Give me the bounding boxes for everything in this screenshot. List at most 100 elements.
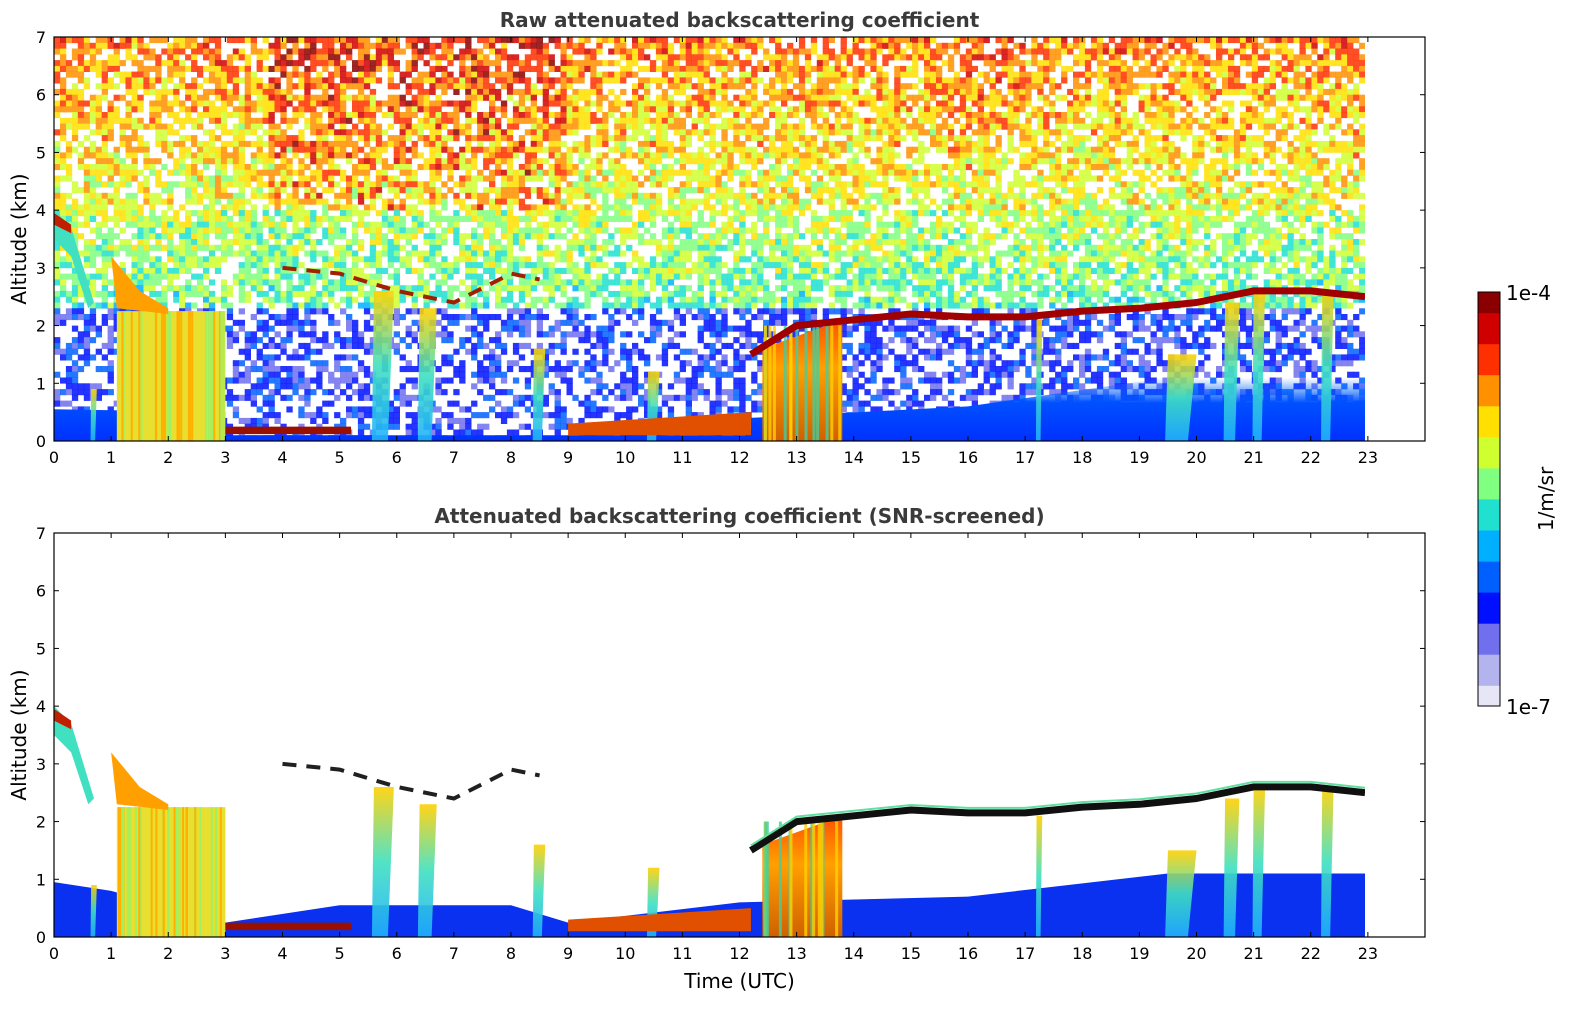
- x-tick-label: 16: [958, 944, 978, 963]
- x-tick-label: 16: [958, 448, 978, 467]
- cloud: [54, 706, 94, 805]
- colorbar-min-label: 1e-7: [1506, 695, 1551, 719]
- rain-streak: [765, 821, 769, 937]
- y-tick-label: 5: [36, 639, 46, 658]
- precip-streak: [128, 807, 131, 937]
- precip-streak: [119, 807, 122, 937]
- colorbar-swatch: [1478, 602, 1500, 614]
- precip-streak: [220, 311, 223, 441]
- x-tick-label: 15: [901, 448, 921, 467]
- colorbar-swatch: [1478, 385, 1500, 396]
- colorbar-swatch: [1478, 436, 1500, 448]
- precip-shaft: [90, 389, 97, 441]
- precip-streak: [162, 807, 165, 937]
- colorbar-swatch: [1478, 447, 1500, 459]
- y-tick-label: 3: [36, 755, 46, 774]
- x-tick-label: 9: [563, 448, 573, 467]
- precip-streak: [189, 311, 192, 441]
- x-tick-label: 3: [220, 944, 230, 963]
- x-tick-label: 0: [49, 448, 59, 467]
- colorbar-swatch: [1478, 643, 1500, 655]
- x-tick-label: 19: [1129, 944, 1149, 963]
- precip-streak: [117, 807, 120, 937]
- colorbar-swatch: [1478, 675, 1500, 686]
- cloud: [111, 752, 169, 811]
- precip-streak: [191, 311, 194, 441]
- y-tick-label: 7: [36, 524, 46, 543]
- colorbar: 1e-4 1e-7 1/m/sr: [1477, 281, 1558, 719]
- low-cloud: [225, 922, 352, 931]
- precip-shaft: [1223, 302, 1240, 441]
- precip-streak: [187, 311, 190, 441]
- chart-title: Attenuated backscattering coefficient (S…: [434, 504, 1044, 528]
- precip-streak: [167, 807, 170, 937]
- rain-streak: [768, 325, 772, 441]
- x-tick-label: 10: [615, 944, 635, 963]
- y-axis-label: Altitude (km): [7, 669, 31, 800]
- colorbar-swatch: [1478, 488, 1500, 500]
- y-tick-label: 1: [36, 374, 46, 393]
- x-tick-label: 21: [1243, 448, 1263, 467]
- colorbar-swatch: [1478, 592, 1500, 603]
- x-tick-label: 11: [672, 448, 692, 467]
- precip-streak: [204, 311, 207, 441]
- colorbar-swatch: [1478, 581, 1500, 593]
- rain-streak: [835, 821, 839, 937]
- x-tick-label: 18: [1072, 944, 1092, 963]
- x-tick-label: 12: [729, 448, 749, 467]
- colorbar-swatch: [1478, 364, 1500, 376]
- precip-streak: [219, 311, 222, 441]
- x-tick-label: 7: [449, 448, 459, 467]
- cloud-top: [54, 213, 72, 234]
- precip-streak: [169, 311, 172, 441]
- colorbar-swatch: [1478, 540, 1500, 552]
- colorbar-frame: [1477, 291, 1501, 707]
- x-tick-label: 6: [392, 448, 402, 467]
- colorbar-max-label: 1e-4: [1506, 281, 1551, 305]
- rain-streak: [816, 325, 820, 441]
- precip-streak: [215, 807, 218, 937]
- chart-title: Raw attenuated backscattering coefficien…: [500, 8, 980, 32]
- precip-streak: [219, 807, 222, 937]
- precip-shaft: [371, 290, 394, 441]
- precip-streak: [180, 311, 183, 441]
- x-tick-label: 21: [1243, 944, 1263, 963]
- precip-shaft: [417, 308, 437, 441]
- x-tick-label: 15: [901, 944, 921, 963]
- precip-streak: [130, 311, 133, 441]
- rain-streak: [804, 821, 808, 937]
- precip-streak: [160, 311, 163, 441]
- precip-streak: [176, 311, 179, 441]
- precip-streak: [138, 807, 141, 937]
- rain-streak: [789, 821, 793, 937]
- rain-streak: [817, 821, 821, 937]
- cloud-top-line: [749, 287, 1366, 358]
- low-cloud: [568, 412, 751, 436]
- y-tick-label: 1: [36, 870, 46, 889]
- rain-streak: [783, 325, 787, 441]
- colorbar-swatch: [1478, 685, 1500, 697]
- precip-shaft: [417, 804, 437, 937]
- colorbar-swatch: [1478, 426, 1500, 438]
- heatmap-field: [54, 37, 1366, 441]
- precip-shaft: [1035, 815, 1043, 937]
- cloud-top: [54, 709, 72, 730]
- rain-streak: [764, 821, 768, 937]
- cloud-fragments: [282, 265, 540, 305]
- rain-streak: [812, 821, 816, 937]
- precip-streak: [126, 807, 129, 937]
- precip-streak: [122, 311, 125, 441]
- plot-panel-2: 0 1 2 3 4 5 6 7 8 9 10 11 12 13 14 15 16 17 18 19 20 21 22 2301…: [7, 504, 1426, 993]
- heatmap-field: [54, 706, 1366, 937]
- precip-shaft: [532, 844, 546, 937]
- x-tick-label: 14: [844, 448, 864, 467]
- colorbar-units-label: 1/m/sr: [1534, 466, 1558, 531]
- colorbar-swatch: [1478, 312, 1500, 324]
- x-tick-label: 22: [1301, 448, 1321, 467]
- precip-streak: [121, 311, 124, 441]
- x-tick-label: 7: [449, 944, 459, 963]
- precip-streak: [163, 311, 166, 441]
- colorbar-swatch: [1478, 468, 1500, 479]
- x-tick-label: 8: [506, 448, 516, 467]
